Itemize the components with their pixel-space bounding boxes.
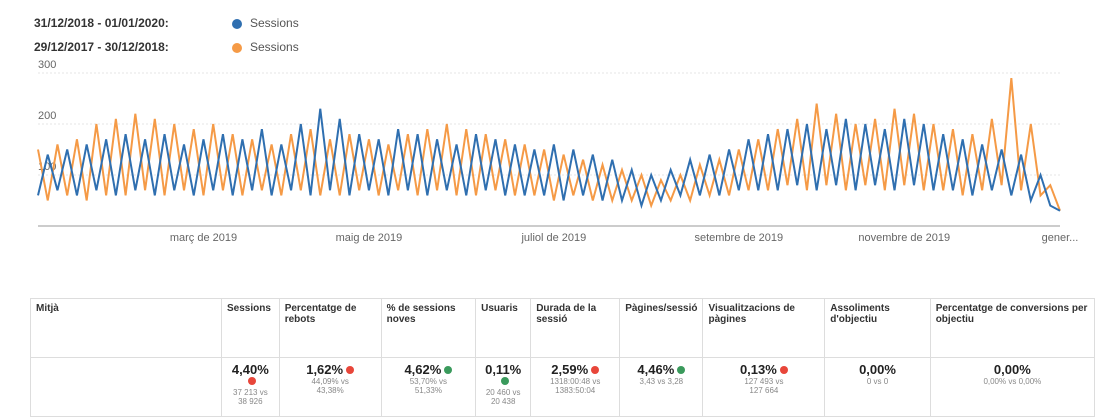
comparison: 53,70% vs [409,377,448,386]
change-value: 0,11% [485,362,522,377]
comparison: 38 926 [238,397,263,406]
x-tick-label: setembre de 2019 [694,232,783,244]
change-value: 0,13% [739,362,777,377]
column-header: Durada de la sessió [530,298,621,358]
legend-dot [232,43,242,53]
change-value: 4,46% [637,362,675,377]
comparison: 20 460 vs [485,388,521,397]
metric-cell: 0,11% 20 460 vs 20 438 [475,357,532,417]
indicator [677,366,686,374]
column-header: Percentatge de conversions per objectiu [929,298,1095,358]
indicator [247,377,256,385]
data-row: 4,40% 37 213 vs 38 926 1,62% 44,09% vs 43,38%… [30,357,1095,417]
change-line: 1,62% [285,362,376,377]
change-value: 4,40% [231,362,269,377]
summary-table: Mitjà Sessions Percentatge de rebots% de s… [30,298,1095,417]
indicator [500,377,509,385]
metric-cell: 0,00% 0 vs 0 [824,357,931,417]
x-tick-label: gener... [1042,232,1079,244]
metric-cell: 0,00% 0,00% vs 0,00% [929,357,1095,417]
metric-cell: 0,13% 127 493 vs 127 664 [702,357,826,417]
change-value: 1,62% [306,362,344,377]
column-header: Sessions [221,298,280,358]
x-tick-label: novembre de 2019 [858,232,950,244]
change-line: 0,13% [708,362,819,377]
y-tick-label: 200 [38,110,56,122]
change-line: 2,59% [536,362,614,377]
metric-cell: 2,59% 1318:00:48 vs 1383:50:04 [530,357,621,417]
column-header: Percentatge de rebots [278,298,382,358]
change-value: 4,62% [404,362,442,377]
change-value: 2,59% [551,362,589,377]
indicator [591,366,600,374]
series-line [37,108,1061,212]
comparison: 43,38% [316,386,344,395]
x-tick-label: maig de 2019 [336,232,403,244]
comparison: 0,00% vs 0,00% [983,377,1042,386]
comparison: 37 213 vs [233,388,268,397]
legend-dot [232,19,242,29]
column-header: Assoliments d'objectiu [824,298,931,358]
indicator [444,366,453,374]
x-tick-label: juliol de 2019 [520,232,586,244]
metric-cell: 1,62% 44,09% vs 43,38% [278,357,382,417]
legend-label: Sessions [250,16,299,30]
comparison: 44,09% vs [311,377,349,386]
indicator [779,366,788,374]
y-tick-label: 300 [38,59,56,71]
chart: 31/12/2018 - 01/01/2020: Sessions 29/12/20… [34,16,1079,244]
comparison: 3,43 vs 3,28 [639,377,684,386]
change-line: 0,11% [481,362,525,388]
legend-period: 31/12/2018 - 01/01/2020: [34,16,169,30]
row-label: Mitjà [30,298,222,358]
metric-cell: 4,40% 37 213 vs 38 926 [221,357,280,417]
series-line [37,78,1061,212]
legend-period: 29/12/2017 - 30/12/2018: [34,40,169,54]
change-line: 4,46% [625,362,697,377]
indicator [346,366,355,374]
header-row: Mitjà Sessions Percentatge de rebots% de s… [30,298,1095,358]
comparison: 0 vs 0 [866,377,889,386]
metric-cell: 4,62% 53,70% vs 51,33% [380,357,477,417]
metric-cell: 4,46% 3,43 vs 3,28 [619,357,704,417]
comparison: 127 664 [749,386,779,395]
change-line: 4,40% [227,362,274,388]
column-header: Visualitzacions de pàgines [702,298,826,358]
comparison: 1318:00:48 vs [550,377,601,386]
comparison: 1383:50:04 [555,386,596,395]
change-value: 0,00% [859,362,896,377]
column-header: Usuaris [475,298,532,358]
empty-cell [30,357,222,417]
change-line: 4,62% [387,362,471,377]
column-header: % de sessions noves [380,298,477,358]
legend-label: Sessions [250,40,299,54]
x-tick-label: març de 2019 [170,232,237,244]
comparison: 127 493 vs [744,377,784,386]
change-line: 0,00% [830,362,924,377]
comparison: 20 438 [490,397,516,406]
column-header: Pàgines/sessió [619,298,704,358]
change-value: 0,00% [993,362,1031,377]
comparison: 51,33% [414,386,442,395]
change-line: 0,00% [936,362,1089,377]
